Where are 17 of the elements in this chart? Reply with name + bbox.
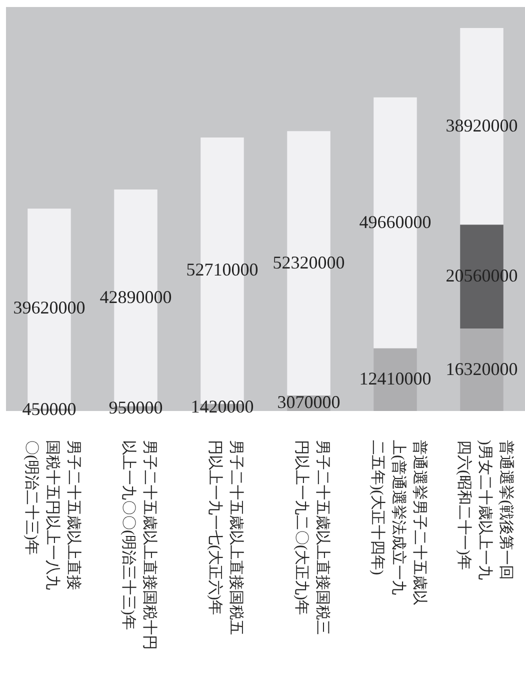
x-tick-label: 普通選挙(戦後第一回)男女二十歳以上一九四六(昭和二十一)年 [455,440,514,580]
x-tick-label: 男子二十五歳以上直接国税十円以上一九〇〇(明治三十三)年 [120,440,158,650]
data-label: 16320000 [446,358,518,379]
data-label: 450000 [22,398,76,419]
x-tick-label: 普通選挙男子二十五歳以上(普通選挙法成立一九二五年)(大正十四年) [368,440,428,605]
data-label: 49660000 [359,212,432,232]
data-label: 12410000 [359,368,432,389]
data-label: 950000 [108,398,163,418]
data-label: 3070000 [277,392,340,412]
data-label: 52320000 [272,252,345,272]
data-label: 52710000 [186,260,258,280]
x-tick-label: 男子二十五歳以上直接国税十五円以上一八九〇(明治二十三)年 [22,440,82,590]
x-tick-label: 男子二十五歳以上直接国税三円以上一九二〇(大正九)年 [292,440,331,635]
x-tick-label: 男子二十五歳以上直接国税五円以上一九一七(大正六)年 [206,440,244,635]
data-label: 38920000 [446,115,518,136]
data-label: 39620000 [13,298,86,318]
data-label: 42890000 [100,286,172,307]
